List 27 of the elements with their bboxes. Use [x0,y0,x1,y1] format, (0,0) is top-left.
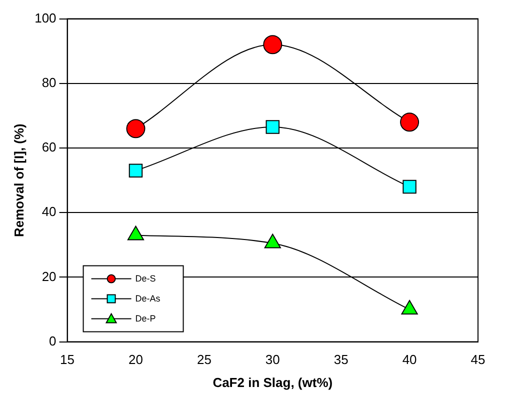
y-tick-label: 100 [34,10,56,26]
point [402,180,416,194]
point [266,120,280,134]
point [400,112,420,132]
x-tick-label: 30 [265,352,280,368]
point [126,119,146,138]
point [128,164,143,178]
point [401,300,418,314]
x-tick-label: 40 [402,352,417,368]
x-tick-label: 35 [334,352,348,368]
legend-label: De-As [135,293,161,304]
x-tick-label: 15 [60,352,75,368]
point [263,35,282,54]
y-tick-label: 60 [42,140,56,155]
x-tick-label: 25 [196,352,212,368]
x-tick-label: 20 [128,352,143,368]
x-axis-title: CaF2 in Slag, (wt%) [212,374,333,390]
legend-label: De-P [135,313,156,324]
point [127,226,144,240]
y-tick-label: 0 [49,333,56,348]
y-axis-title: Removal of [I], (%) [11,124,26,238]
y-tick-label: 20 [42,268,56,284]
y-tick-label: 80 [42,74,56,90]
legend-label: De-S [135,273,156,284]
x-tick-label: 45 [470,352,486,368]
y-tick-label: 40 [42,204,56,220]
point [264,234,281,248]
